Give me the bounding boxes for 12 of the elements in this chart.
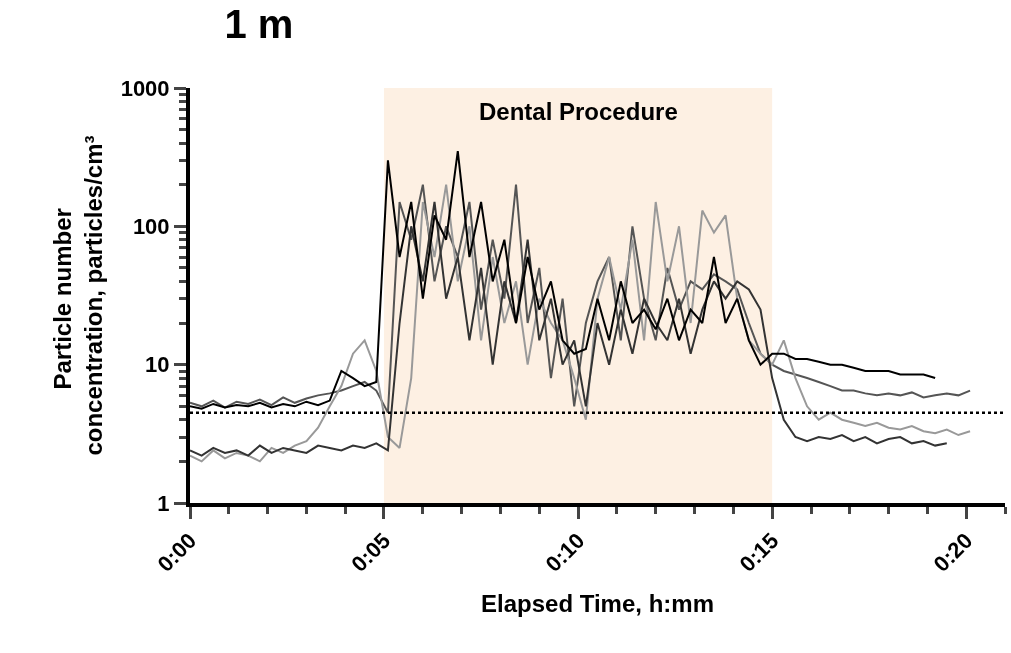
x-tick-label: 0:20 xyxy=(928,528,978,577)
band-label: Dental Procedure xyxy=(479,98,678,125)
y-tick-label: 100 xyxy=(132,214,170,240)
x-axis-title: Elapsed Time, h:mm xyxy=(481,589,714,617)
y-tick-label: 10 xyxy=(145,352,170,378)
y-tick-label: 1000 xyxy=(120,75,170,101)
y-tick-label: 1 xyxy=(157,490,170,516)
x-tick-label: 0:00 xyxy=(152,528,202,577)
line-series xyxy=(190,183,972,414)
chart-title: 1 m xyxy=(224,1,294,46)
y-axis-title: Particle number concentration, particles/cm³ xyxy=(49,135,108,456)
x-tick-label: 0:10 xyxy=(540,528,590,577)
